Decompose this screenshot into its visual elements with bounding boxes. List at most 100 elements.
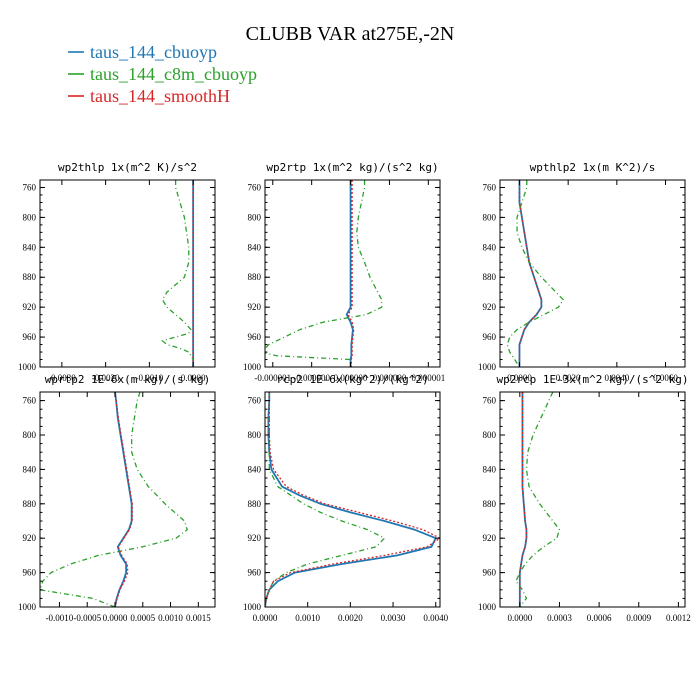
x-tick-label-4-2: 0.0020 xyxy=(338,613,363,623)
y-tick-label-0-2: 840 xyxy=(23,242,37,252)
y-tick-label-5-4: 920 xyxy=(483,533,497,543)
y-tick-label-0-6: 1000 xyxy=(18,362,37,372)
plot-frame-1 xyxy=(264,179,441,368)
x-tick-label-0-1: -0.0020 xyxy=(92,373,120,383)
y-tick-label-4-5: 960 xyxy=(248,568,262,578)
plot-frame-2 xyxy=(499,179,686,368)
y-tick-label-3-2: 840 xyxy=(23,464,37,474)
y-tick-label-1-1: 800 xyxy=(248,212,262,222)
plot-frame-4 xyxy=(264,391,441,608)
y-tick-label-1-5: 960 xyxy=(248,332,262,342)
y-tick-label-4-6: 1000 xyxy=(243,602,262,612)
x-tick-label-2-3: 0.0060 xyxy=(653,373,678,383)
x-tick-label-1-1: -0.000000 xyxy=(293,373,330,383)
legend-label-2: taus_144_smoothH xyxy=(90,86,230,106)
y-tick-label-1-0: 760 xyxy=(248,182,262,192)
y-tick-label-3-4: 920 xyxy=(23,533,37,543)
chart-panel-3: wprtp2 1E-6x(m kg)/(s kg) 760 800 840 880 920… xyxy=(18,373,216,623)
y-tick-label-0-3: 880 xyxy=(23,272,37,282)
x-tick-label-1-3: 0.000000 xyxy=(373,373,407,383)
x-tick-label-1-2: 0.000000 xyxy=(334,373,368,383)
series-line-3-2 xyxy=(114,392,133,607)
x-tick-label-4-3: 0.0030 xyxy=(381,613,406,623)
chart-panel-5: wp2rcp 1E-3x(m^2 kg)/(s^2 kg) 760 800 840 88… xyxy=(478,373,691,623)
series-line-2-1 xyxy=(506,180,565,367)
x-tick-label-3-4: 0.0010 xyxy=(158,613,183,623)
chart-panel-1: wp2rtp 1x(m^2 kg)/(s^2 kg) 760 800 840 880 92… xyxy=(243,161,445,383)
y-tick-label-4-3: 880 xyxy=(248,499,262,509)
x-tick-label-3-1: -0.0005 xyxy=(73,613,101,623)
legend: taus_144_cbuoyptaus_144_c8m_cbuoyptaus_1… xyxy=(68,42,257,106)
y-tick-label-2-3: 880 xyxy=(483,272,497,282)
series-line-5-0 xyxy=(518,392,528,607)
y-tick-label-2-1: 800 xyxy=(483,212,497,222)
y-tick-label-0-0: 760 xyxy=(23,182,37,192)
x-tick-label-2-1: 0.0020 xyxy=(556,373,581,383)
x-tick-label-5-2: 0.0006 xyxy=(587,613,612,623)
panel-title-0: wp2thlp 1x(m^2 K)/s^2 xyxy=(58,161,197,174)
series-line-3-0 xyxy=(114,392,133,607)
y-tick-label-3-5: 960 xyxy=(23,568,37,578)
series-line-4-2 xyxy=(265,392,440,607)
series-line-3-1 xyxy=(40,392,188,607)
y-tick-label-2-2: 840 xyxy=(483,242,497,252)
series-line-4-1 xyxy=(265,392,386,607)
panel-title-5: wp2rcp 1E-3x(m^2 kg)/(s^2 kg) xyxy=(496,373,688,386)
legend-label-1: taus_144_c8m_cbuoyp xyxy=(90,64,257,84)
y-tick-label-3-6: 1000 xyxy=(18,602,37,612)
y-tick-label-3-0: 760 xyxy=(23,396,37,406)
y-tick-label-3-1: 800 xyxy=(23,430,37,440)
y-tick-label-1-2: 840 xyxy=(248,242,262,252)
y-tick-label-5-5: 960 xyxy=(483,568,497,578)
y-tick-label-1-4: 920 xyxy=(248,302,262,312)
series-line-4-0 xyxy=(265,392,437,607)
x-tick-label-4-0: 0.0000 xyxy=(253,613,278,623)
chart-panel-0: wp2thlp 1x(m^2 K)/s^2 760 800 840 880 920 960 1… xyxy=(18,161,216,383)
y-tick-label-5-0: 760 xyxy=(483,396,497,406)
y-tick-label-0-1: 800 xyxy=(23,212,37,222)
plot-frame-0 xyxy=(39,179,216,368)
y-tick-label-4-0: 760 xyxy=(248,396,262,406)
x-tick-label-4-1: 0.0010 xyxy=(295,613,320,623)
chart-panel-2: wpthlp2 1x(m K^2)/s 760 800 840 880 920 960 100… xyxy=(478,161,686,383)
plot-frame-5 xyxy=(499,391,686,608)
x-tick-label-5-3: 0.0009 xyxy=(626,613,651,623)
x-tick-label-3-0: -0.0010 xyxy=(46,613,74,623)
x-tick-label-1-0: -0.000001 xyxy=(254,373,291,383)
series-line-1-0 xyxy=(345,180,354,367)
legend-label-0: taus_144_cbuoyp xyxy=(90,42,217,62)
y-tick-label-5-3: 880 xyxy=(483,499,497,509)
y-tick-label-5-2: 840 xyxy=(483,464,497,474)
x-tick-label-2-0: 0.0000 xyxy=(507,373,532,383)
y-tick-label-1-6: 1000 xyxy=(243,362,262,372)
figure-title: CLUBB VAR at275E,-2N xyxy=(246,23,455,45)
plot-frame-3 xyxy=(39,391,216,608)
x-tick-label-5-0: 0.0000 xyxy=(507,613,532,623)
x-tick-label-2-2: 0.0040 xyxy=(604,373,629,383)
series-line-0-1 xyxy=(161,180,194,367)
y-tick-label-2-0: 760 xyxy=(483,182,497,192)
panel-title-1: wp2rtp 1x(m^2 kg)/(s^2 kg) xyxy=(266,161,438,174)
series-line-5-1 xyxy=(515,392,561,607)
series-line-2-2 xyxy=(518,180,543,367)
x-tick-label-3-5: 0.0015 xyxy=(186,613,211,623)
y-tick-label-4-4: 920 xyxy=(248,533,262,543)
panel-title-2: wpthlp2 1x(m K^2)/s xyxy=(530,161,656,174)
chart-panel-4: rcp2 1E-6x(kg^2)/(kg^2) 760 800 840 880 920 96… xyxy=(243,373,449,623)
y-tick-label-3-3: 880 xyxy=(23,499,37,509)
panel-title-4: rcp2 1E-6x(kg^2)/(kg^2) xyxy=(276,373,428,386)
x-tick-label-3-3: 0.0005 xyxy=(130,613,155,623)
series-line-1-2 xyxy=(347,180,355,367)
x-tick-label-5-1: 0.0003 xyxy=(547,613,572,623)
y-tick-label-2-5: 960 xyxy=(483,332,497,342)
y-tick-label-5-1: 800 xyxy=(483,430,497,440)
y-tick-label-0-5: 960 xyxy=(23,332,37,342)
y-tick-label-0-4: 920 xyxy=(23,302,37,312)
x-tick-label-0-0: -0.0030 xyxy=(48,373,76,383)
y-tick-label-5-6: 1000 xyxy=(478,602,497,612)
x-tick-label-0-3: 0.0000 xyxy=(181,373,206,383)
series-line-5-2 xyxy=(519,392,528,607)
y-tick-label-2-6: 1000 xyxy=(478,362,497,372)
x-tick-label-5-4: 0.0012 xyxy=(666,613,691,623)
